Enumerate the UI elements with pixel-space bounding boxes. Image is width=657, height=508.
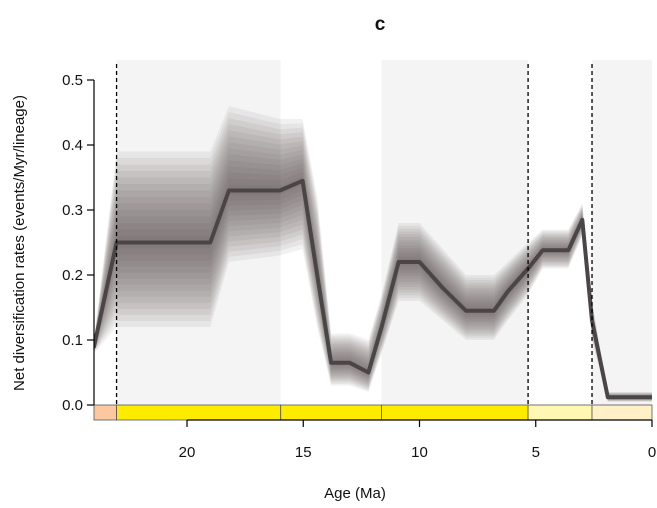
y-tick-label-5: 0.4	[62, 137, 83, 154]
y-tick-label-3: 0.2	[62, 267, 83, 284]
shaded-interval-2	[381, 60, 529, 405]
timescale-segment-2	[116, 404, 282, 421]
geologic-timescale-bar	[93, 404, 653, 421]
boundary-lines	[115, 64, 593, 405]
timescale-segment-1	[93, 404, 117, 421]
interval-shading	[116, 60, 652, 405]
band-layer-14	[94, 106, 652, 402]
timescale-segment-5	[527, 404, 593, 421]
x-axis-title: Age (Ma)	[324, 485, 386, 502]
timescale-segment-3	[280, 404, 383, 421]
y-tick-label-2: 0.1	[62, 332, 83, 349]
shaded-interval-3	[592, 60, 652, 405]
rate-line-group	[94, 178, 652, 400]
band-layer-11	[94, 124, 652, 401]
panel-title: c	[375, 14, 386, 35]
band-layer-9	[94, 136, 652, 401]
band-layer-7	[94, 148, 652, 400]
band-layer-13	[94, 112, 652, 402]
y-tick-label-4: 0.3	[62, 202, 83, 219]
timescale-segment-4	[381, 404, 529, 421]
band-layer-8	[94, 142, 652, 400]
y-axis-title: Net diversification rates (events/Myr/li…	[11, 95, 28, 391]
shaded-interval-1	[116, 60, 281, 405]
x-tick-label-3: 10	[411, 444, 428, 461]
band-layer-6	[94, 154, 652, 400]
band-layer-10	[94, 130, 652, 401]
timescale-segment-6	[591, 404, 653, 421]
y-tick-label-1: 0.0	[62, 397, 83, 414]
x-tick-label-5: 0	[648, 444, 656, 461]
y-axis: 0.0 0.1 0.2 0.3 0.4 0.5	[62, 72, 95, 414]
rate-line	[94, 178, 652, 400]
x-axis: 20 15 10 5 0	[179, 419, 656, 461]
x-tick-label-2: 15	[295, 444, 312, 461]
x-tick-label-4: 5	[532, 444, 540, 461]
x-tick-label-1: 20	[179, 444, 196, 461]
y-tick-label-6: 0.5	[62, 72, 83, 89]
